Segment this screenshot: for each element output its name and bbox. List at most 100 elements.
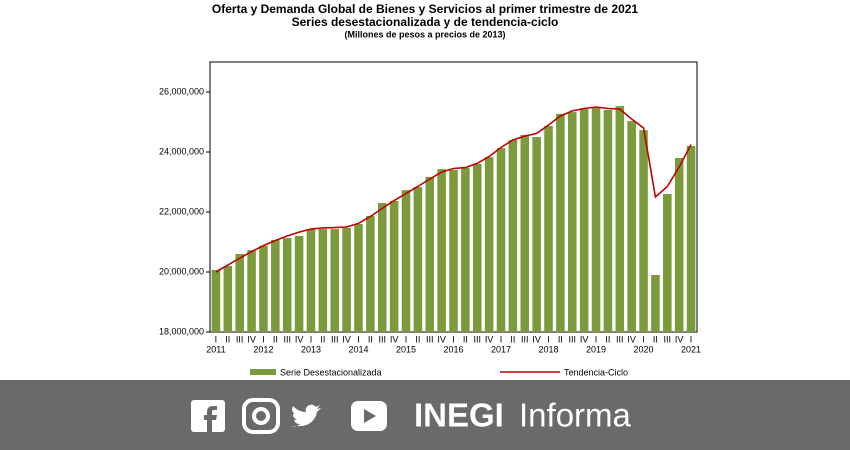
- bar: [389, 200, 399, 332]
- bar: [615, 106, 625, 332]
- year-label: 2016: [443, 344, 463, 354]
- x-tick-label: IV: [342, 334, 351, 344]
- bar: [401, 190, 411, 332]
- x-tick-label: III: [521, 334, 529, 344]
- bar: [461, 167, 470, 332]
- bar: [330, 229, 339, 332]
- bar: [651, 275, 660, 332]
- bar: [663, 194, 672, 332]
- x-tick-label: IV: [485, 334, 494, 344]
- x-tick-label: II: [320, 334, 325, 344]
- x-tick-label: II: [225, 334, 230, 344]
- bar: [532, 137, 541, 332]
- x-tick-label: IV: [437, 334, 446, 344]
- x-tick-label: III: [426, 334, 434, 344]
- x-tick-label: I: [310, 334, 313, 344]
- bar: [342, 227, 351, 332]
- year-label: 2013: [301, 344, 321, 354]
- x-tick-label: I: [405, 334, 408, 344]
- bar: [223, 266, 233, 332]
- x-tick-label: III: [569, 334, 577, 344]
- trend-line: [215, 106, 692, 273]
- bar: [556, 113, 565, 333]
- x-tick-label: II: [605, 334, 610, 344]
- x-tick-label: I: [500, 334, 503, 344]
- bar: [306, 229, 316, 332]
- bar: [568, 112, 577, 332]
- y-tick-label: 22,000,000: [159, 206, 204, 216]
- bar: [259, 245, 268, 332]
- x-tick-label: III: [331, 334, 339, 344]
- y-tick-label: 26,000,000: [159, 86, 204, 96]
- instagram-icon: [242, 398, 280, 434]
- x-tick-label: IV: [295, 334, 304, 344]
- bar: [235, 254, 244, 332]
- bar: [366, 215, 375, 332]
- bar: [211, 269, 221, 332]
- year-label: 2012: [253, 344, 273, 354]
- footer-band: [0, 380, 850, 450]
- bar: [318, 229, 328, 332]
- bar: [639, 130, 648, 332]
- y-tick-label: 20,000,000: [159, 266, 204, 276]
- x-tick-label: IV: [627, 334, 636, 344]
- x-tick-label: II: [463, 334, 468, 344]
- bar: [472, 164, 482, 332]
- x-tick-label: IV: [580, 334, 589, 344]
- facebook-f: [204, 406, 217, 432]
- x-tick-label: IV: [390, 334, 399, 344]
- y-tick-label: 18,000,000: [159, 326, 204, 336]
- x-tick-label: II: [558, 334, 563, 344]
- x-tick-label: I: [595, 334, 598, 344]
- x-tick-label: III: [236, 334, 244, 344]
- x-tick-label: I: [547, 334, 550, 344]
- bar: [377, 203, 387, 332]
- legend-label: Tendencia-Ciclo: [564, 367, 628, 377]
- bar: [520, 134, 530, 332]
- x-tick-label: III: [664, 334, 672, 344]
- year-label: 2019: [586, 344, 606, 354]
- chart-title: Oferta y Demanda Global de Bienes y Serv…: [212, 2, 639, 16]
- x-tick-label: IV: [675, 334, 684, 344]
- x-tick-label: I: [262, 334, 265, 344]
- x-tick-label: III: [378, 334, 386, 344]
- footer-tagline: Informa: [519, 397, 632, 434]
- bar: [591, 107, 601, 333]
- bar: [674, 158, 684, 332]
- legend-swatch: [250, 369, 276, 375]
- twitter-icon: [291, 404, 321, 427]
- social-icons: [191, 398, 387, 434]
- bar: [271, 239, 280, 332]
- instagram-lens: [252, 407, 270, 425]
- bar: [496, 148, 506, 332]
- year-label: 2017: [491, 344, 511, 354]
- footer-brand: INEGI: [414, 397, 504, 434]
- y-tick-label: 24,000,000: [159, 146, 204, 156]
- legend-label: Serie Desestacionalizada: [280, 367, 382, 377]
- x-tick-label: IV: [247, 334, 256, 344]
- bar: [282, 238, 292, 332]
- x-tick-label: I: [452, 334, 455, 344]
- bar: [413, 187, 423, 332]
- youtube-play: [364, 409, 376, 423]
- bar: [686, 146, 696, 332]
- x-tick-label: I: [690, 334, 693, 344]
- year-label: 2020: [634, 344, 654, 354]
- chart-subtitle: Series desestacionalizada y de tendencia…: [292, 15, 559, 29]
- year-label: 2018: [539, 344, 559, 354]
- bar: [603, 110, 613, 332]
- x-tick-label: III: [616, 334, 624, 344]
- x-tick-label: II: [415, 334, 420, 344]
- year-label: 2021: [681, 344, 701, 354]
- year-label: 2015: [396, 344, 416, 354]
- bar: [425, 176, 435, 332]
- bar: [627, 121, 636, 332]
- bar: [508, 140, 518, 332]
- year-label: 2014: [348, 344, 368, 354]
- x-tick-label: IV: [532, 334, 541, 344]
- x-tick-label: I: [357, 334, 360, 344]
- x-tick-label: I: [215, 334, 218, 344]
- bar: [449, 170, 458, 332]
- bar: [484, 157, 494, 332]
